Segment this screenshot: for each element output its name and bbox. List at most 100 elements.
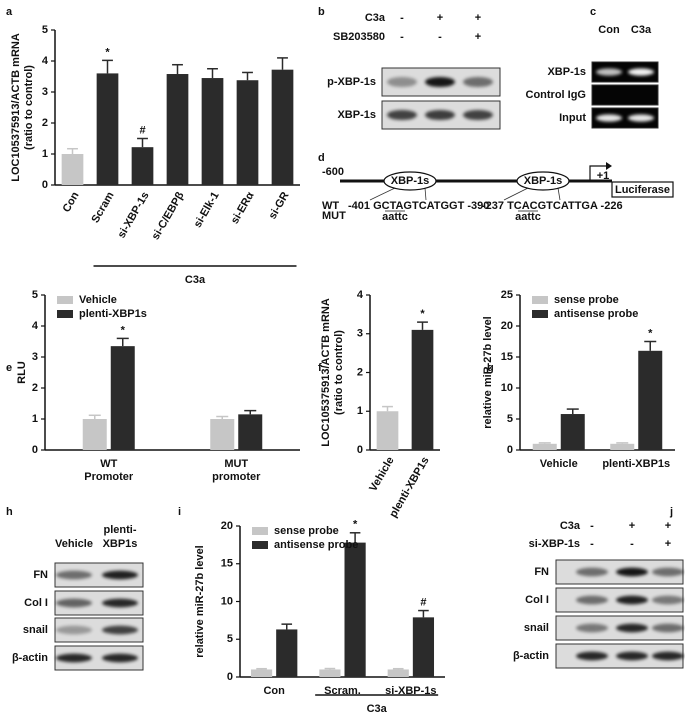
panel-letter: j (669, 506, 673, 518)
y-tick-label: 25 (501, 289, 513, 301)
condition-sign: + (437, 12, 443, 24)
y-tick-label: 5 (227, 633, 233, 645)
condition-sign: + (475, 12, 481, 24)
row-label: p-XBP-1s (327, 76, 376, 88)
condition-sign: - (400, 12, 404, 24)
blot-band (616, 567, 648, 577)
condition-sign: - (400, 31, 404, 43)
y-tick-label: 5 (507, 413, 513, 425)
condition-name: SB203580 (333, 31, 385, 43)
significance-mark: * (353, 519, 358, 531)
blot-band (102, 625, 138, 635)
bar (131, 147, 154, 185)
y-tick-label: 0 (32, 444, 38, 456)
y-tick-label: 0 (357, 444, 363, 456)
x-tick-label: si-ERα (229, 190, 257, 226)
y-tick-label: 0 (227, 671, 233, 683)
condition-sign: + (629, 520, 635, 532)
panel-letter: c (590, 6, 596, 18)
legend-label: antisense probe (274, 539, 358, 551)
blot-band (463, 109, 493, 121)
x-tick-label: Scram. (324, 685, 361, 697)
y-axis-label: (ratio to control) (333, 330, 345, 415)
tss-arrow (589, 165, 606, 181)
blot-strip (591, 107, 659, 129)
blot-band (652, 567, 684, 577)
bar (82, 419, 107, 450)
condition-sign: - (590, 538, 594, 550)
bar (411, 329, 434, 450)
bar (276, 629, 298, 677)
reporter-label: Luciferase (615, 184, 670, 196)
panel-letter: a (6, 6, 13, 18)
legend-swatch (532, 296, 548, 304)
y-tick-label: 20 (221, 520, 233, 532)
bar (344, 542, 366, 677)
x-tick-label: si-GR (267, 190, 292, 221)
lane-label: plenti- (104, 524, 137, 536)
significance-mark: * (121, 324, 126, 336)
significance-mark: * (648, 327, 653, 339)
blot-band (425, 76, 455, 88)
y-tick-label: 5 (32, 289, 38, 301)
legend-swatch (57, 310, 73, 318)
condition-name: C3a (365, 12, 386, 24)
lane-label: C3a (631, 24, 652, 36)
x-tick-label: Con (263, 685, 285, 697)
row-label: FN (534, 566, 549, 578)
blot-band (652, 623, 684, 633)
row-label: Col I (525, 594, 549, 606)
blot-band (576, 595, 608, 605)
bar (560, 414, 585, 450)
x-tick-label: si-Elk-1 (192, 190, 222, 230)
blot-band (56, 653, 92, 663)
y-tick-label: 0 (42, 179, 48, 191)
y-axis-label: (ratio to control) (23, 65, 35, 150)
site-connector (424, 187, 427, 201)
bar (250, 669, 273, 677)
y-tick-label: 4 (357, 289, 364, 301)
y-tick-label: 0 (507, 444, 513, 456)
y-tick-label: 10 (221, 595, 233, 607)
row-label: FN (33, 569, 48, 581)
tss-label: +1 (597, 170, 610, 182)
y-axis-label: RLU (16, 361, 28, 384)
bar (238, 414, 263, 450)
blot-band (616, 651, 648, 661)
bar (110, 346, 135, 450)
legend-swatch (252, 541, 268, 549)
row-label: Col I (24, 597, 48, 609)
wt-sequence: -237 TCACGTCATTGA -226 (482, 200, 623, 212)
bar (166, 74, 189, 185)
bar (271, 69, 294, 185)
blot-band (628, 68, 654, 76)
x-tick-label: WT (100, 458, 117, 470)
x-tick-label: Vehicle (367, 455, 396, 494)
blot-band (56, 625, 92, 635)
panel-letter: e (6, 362, 12, 374)
bar (96, 73, 119, 185)
bar (61, 154, 84, 185)
blot-strip (591, 84, 659, 106)
y-tick-label: 15 (501, 351, 513, 363)
blot-band (596, 68, 622, 76)
x-tick-label: Con (61, 190, 82, 215)
bar (236, 80, 259, 185)
sequence-row-label: MUT (322, 210, 346, 222)
blot-band (576, 567, 608, 577)
y-tick-label: 3 (357, 328, 363, 340)
blot-strip (591, 61, 659, 83)
bar (638, 350, 663, 450)
y-axis-label: LOC105375913/ACTB mRNA (320, 298, 332, 447)
blot-band (102, 570, 138, 580)
significance-mark: # (139, 124, 145, 136)
site-connector (369, 187, 396, 201)
site-name: XBP-1s (524, 175, 563, 187)
condition-sign: - (590, 520, 594, 532)
wt-sequence: -401 GCTAGTCATGGT -390 (348, 200, 489, 212)
y-tick-label: 2 (42, 117, 48, 129)
x-tick-label: plenti-XBP1s (602, 458, 670, 470)
blot-band (102, 598, 138, 608)
bar (610, 443, 635, 450)
